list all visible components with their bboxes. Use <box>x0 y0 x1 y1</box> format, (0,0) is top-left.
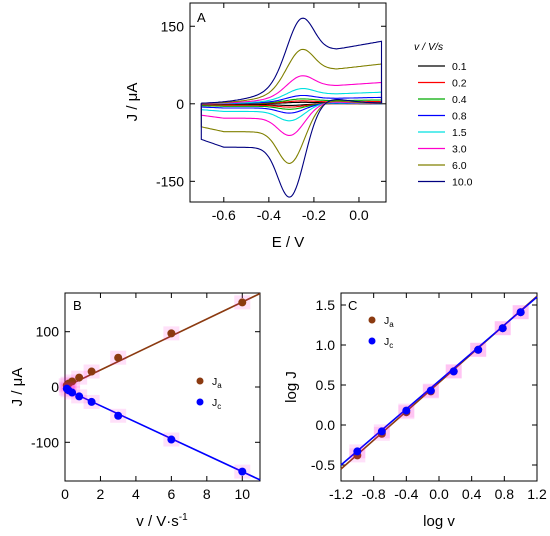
y-tick-label: 0 <box>176 96 184 112</box>
panel-c-legend: Ja Jc <box>368 315 394 350</box>
x-tick-label: -0.2 <box>302 207 326 223</box>
data-point-c <box>426 386 435 395</box>
data-point-c <box>87 397 96 406</box>
cv-curve-10.0 <box>200 17 383 198</box>
legend-label: 6.0 <box>452 160 467 172</box>
data-point-a <box>167 329 176 338</box>
data-point-c <box>516 308 525 317</box>
data-point-c <box>474 345 483 354</box>
x-tick-label: -0.8 <box>362 486 386 502</box>
panel-c-xlabel: log v <box>423 513 455 530</box>
x-tick-label: 6 <box>167 486 175 502</box>
legend-label: Jc <box>212 397 221 411</box>
y-tick-label: 1.5 <box>316 297 336 313</box>
legend-label: 0.4 <box>452 94 467 106</box>
data-point-c <box>449 367 458 376</box>
fit-line-a <box>64 292 261 388</box>
panel-b-ylabel: J / μA <box>9 368 26 407</box>
data-point-c <box>75 392 84 401</box>
panel-b-xlabel: v / V·s-1 <box>136 512 188 530</box>
panel-a-legend: v / V/s 0.1 0.2 0.4 0.8 1.5 3.0 6.0 10.0 <box>414 41 473 189</box>
legend-label: Jc <box>384 336 393 350</box>
x-tick-label: -0.4 <box>394 486 418 502</box>
data-point-c <box>167 435 176 444</box>
legend-marker <box>196 398 204 406</box>
y-tick-label: -100 <box>31 434 59 450</box>
legend-marker <box>368 316 376 324</box>
data-point-c <box>498 324 507 333</box>
y-tick-label: -0.5 <box>311 457 335 473</box>
data-point-a <box>68 377 77 386</box>
y-tick-label: 0.0 <box>316 417 336 433</box>
legend-title: v / V/s <box>414 41 444 53</box>
legend-marker <box>196 377 204 385</box>
x-tick-label: -0.4 <box>257 207 281 223</box>
x-tick-label: 0.0 <box>349 207 369 223</box>
panel-a-label: A <box>197 10 206 25</box>
y-tick-label: -150 <box>156 173 184 189</box>
legend-label: 1.5 <box>452 127 467 139</box>
data-point-c <box>377 427 386 436</box>
fit-line-c <box>64 388 261 481</box>
data-point-a <box>75 373 84 382</box>
panel-a-xlabel: E / V <box>272 234 305 251</box>
data-point-a <box>114 353 123 362</box>
data-point-c <box>353 447 362 456</box>
panel-a-ylabel: J / μA <box>124 83 141 122</box>
legend-label: 3.0 <box>452 144 467 156</box>
x-tick-label: 4 <box>132 486 140 502</box>
x-tick-label: 0 <box>61 486 69 502</box>
x-tick-label: -1.2 <box>329 486 353 502</box>
panel-c-ylabel: log J <box>283 371 300 403</box>
x-tick-label: -0.6 <box>212 207 236 223</box>
panel-c-label: C <box>348 298 357 313</box>
panel-c: C -1.2 -0.8 -0.4 0.0 0.4 0.8 1.2 -0.5 0.0 0.5 1.0… <box>283 292 547 530</box>
x-tick-label: 10 <box>234 486 250 502</box>
x-tick-label: 0.4 <box>462 486 482 502</box>
legend-label: Ja <box>384 315 394 329</box>
data-point-c <box>238 467 247 476</box>
panel-b: B 0 2 4 6 8 10 -100 0 100 v / V·s-1 J / μA Ja Jc <box>9 292 261 530</box>
x-tick-label: 0.8 <box>495 486 515 502</box>
legend-label: 0.1 <box>452 61 467 73</box>
x-tick-label: 0.0 <box>429 486 449 502</box>
data-point-c <box>402 406 411 415</box>
panel-b-frame <box>64 292 261 482</box>
data-point-c <box>68 388 77 397</box>
y-tick-label: 0 <box>51 379 59 395</box>
x-tick-label: 8 <box>203 486 211 502</box>
data-point-a <box>238 298 247 307</box>
y-tick-label: 100 <box>36 324 60 340</box>
legend-label: 10.0 <box>452 177 473 189</box>
y-tick-label: 0.5 <box>316 377 336 393</box>
legend-label: 0.2 <box>452 78 467 90</box>
panel-b-label: B <box>73 298 82 313</box>
x-tick-label: 2 <box>97 486 105 502</box>
data-point-c <box>114 411 123 420</box>
y-tick-label: 1.0 <box>316 337 336 353</box>
cv-curves <box>200 17 383 198</box>
legend-label: Ja <box>212 376 222 390</box>
data-point-a <box>87 367 96 376</box>
legend-label: 0.8 <box>452 111 467 123</box>
panel-b-legend: Ja Jc <box>196 376 222 411</box>
x-tick-label: 1.2 <box>527 486 547 502</box>
panel-a-frame <box>189 2 387 203</box>
legend-marker <box>368 337 376 345</box>
y-tick-label: 150 <box>161 18 185 34</box>
